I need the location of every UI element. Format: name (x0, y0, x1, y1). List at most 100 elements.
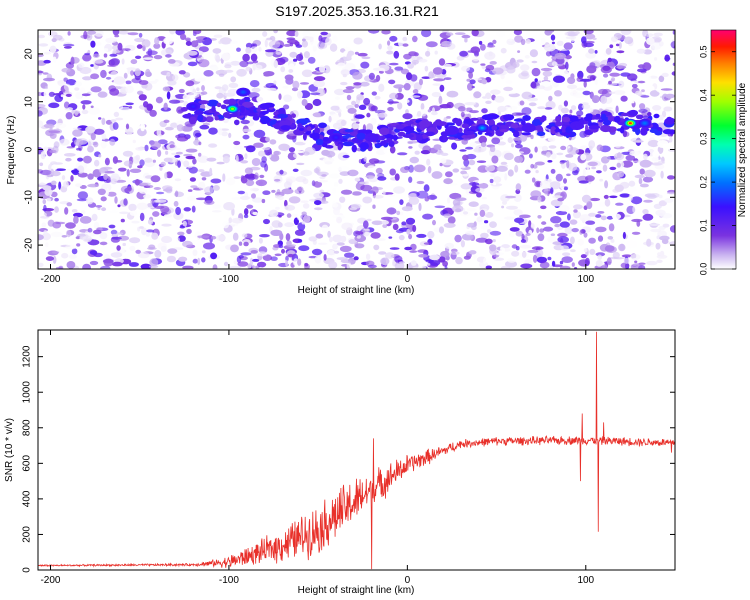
spectrogram-cell (481, 196, 487, 200)
spectrogram-cell (564, 32, 568, 36)
spectrogram-cell (489, 244, 497, 252)
spectrogram-cell (438, 226, 445, 234)
spectrogram-ridge-cell (256, 108, 261, 112)
spectrogram-cell (431, 171, 443, 179)
spectrogram-cell (140, 182, 152, 186)
spectrogram-cell (43, 51, 51, 55)
spectrogram-cell (385, 252, 395, 259)
spectrogram-cell (221, 84, 229, 92)
spectrogram-ridge-cell (322, 137, 329, 142)
spectrogram-cell (484, 220, 489, 224)
spectrogram-cell (341, 222, 353, 231)
spectrogram-cell (173, 211, 184, 220)
spectrogram-ridge-cell (211, 105, 216, 113)
spectrogram-cell (130, 70, 134, 76)
spectrogram-cell (327, 230, 331, 238)
spectrogram-cell (187, 92, 200, 99)
spectrogram-cell (311, 248, 323, 256)
spectrogram-cell (441, 152, 449, 156)
snr-x-tick-label: -200 (40, 575, 60, 586)
spectrogram-cell (621, 254, 633, 258)
spectrogram-cell (212, 204, 222, 210)
spectrogram-cell (595, 226, 607, 233)
spectrogram-cell (585, 170, 589, 177)
spectrogram-cell (192, 158, 197, 165)
spectrogram-cell (204, 186, 214, 195)
spectrogram-cell (273, 60, 278, 69)
spectrogram-cell (278, 218, 291, 223)
spectrogram-cell (433, 144, 442, 151)
spectrogram-cell (283, 43, 291, 47)
spectrogram-cell (117, 235, 130, 241)
spectrogram-cell (71, 248, 78, 255)
spectrogram-ridge-cell (220, 104, 227, 110)
spectrogram-cell (615, 202, 624, 206)
spectrogram-cell (382, 224, 388, 228)
spectrogram-cell (48, 130, 61, 134)
spectrogram-ridge-cell (554, 128, 563, 133)
spectrogram-cell (371, 220, 383, 226)
spectrogram-cell (651, 50, 661, 57)
spectrogram-cell (48, 102, 60, 109)
spectrogram-cell (408, 146, 413, 149)
spectrogram-cell (163, 37, 174, 45)
spectrogram-cell (504, 173, 508, 181)
spectrogram-cell (218, 40, 222, 44)
spectrogram-cell (654, 57, 658, 61)
spectrogram-cell (377, 176, 387, 181)
spectrogram-cell (40, 169, 52, 176)
spectrogram-cell (649, 90, 660, 97)
spectrogram-cell (476, 216, 483, 223)
spectrogram-cell (237, 261, 249, 267)
spectrogram-cell (503, 216, 516, 220)
spectrogram-cell (296, 53, 304, 62)
spectrogram-cell (497, 110, 502, 116)
spectrogram-cell (274, 253, 282, 257)
spectrogram-cell (360, 184, 373, 192)
spectrogram-cell (203, 200, 215, 206)
spectrogram-cell (270, 256, 278, 262)
spectrogram-cell (43, 59, 51, 64)
spectrogram-cell (344, 62, 356, 71)
spectrogram-cell (582, 90, 591, 96)
spectrogram-cell (409, 250, 418, 253)
spectrogram-cell (352, 123, 360, 130)
spectrogram-cell (608, 223, 615, 232)
spectrogram-cell (511, 250, 520, 257)
spectrogram-cell (38, 143, 43, 146)
spectrogram-cell (596, 144, 604, 152)
spectrogram-cell (309, 41, 320, 47)
spectrogram-ridge-cell (561, 125, 567, 133)
spectrogram-cell (223, 261, 229, 267)
spectrogram-cell (146, 229, 155, 233)
spectrogram-cell (387, 101, 399, 104)
spectrogram-cell (288, 147, 296, 153)
spectrogram-cell (565, 61, 569, 70)
spectrogram-hotspot (527, 126, 531, 130)
spectrogram-cell (225, 177, 236, 186)
spectrogram-cell (634, 174, 645, 179)
spectrogram-cell (297, 258, 302, 266)
spectrogram-cell (315, 233, 324, 239)
spectrogram-cell (236, 47, 241, 52)
spectrogram-cell (62, 181, 69, 188)
spectrogram-cell (648, 75, 652, 82)
spectrogram-cell (402, 43, 409, 47)
spectrogram-cell (422, 213, 434, 220)
spectrogram-cell (346, 52, 352, 60)
spectrogram-cell (443, 63, 452, 67)
spectrogram-cell (178, 256, 188, 262)
spectrogram-cell (129, 210, 138, 216)
spectrogram-cell (639, 103, 646, 110)
spectrogram-cell (100, 196, 107, 202)
spectrogram-ridge-cell (259, 103, 271, 110)
spectrogram-cell (562, 252, 571, 256)
spectrogram-cell (203, 70, 214, 77)
spectrogram-cell (589, 248, 596, 255)
spectrogram-ridge-cell (402, 134, 414, 138)
spectrogram-cell (117, 42, 123, 51)
spectrogram-cell (492, 239, 496, 243)
spectrogram-cell (547, 235, 557, 243)
spectrogram-ridge-cell (312, 132, 320, 141)
spectrogram-cell (189, 177, 196, 182)
